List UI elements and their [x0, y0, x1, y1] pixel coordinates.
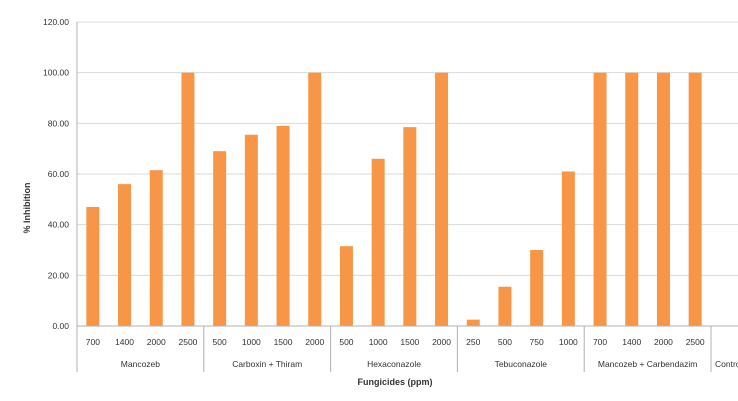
- bar: [593, 72, 607, 327]
- bar: [498, 286, 512, 326]
- x-tick-label: 750: [530, 337, 544, 347]
- x-group-label: Hexaconazole: [367, 359, 421, 369]
- x-group-label: Control: [715, 359, 738, 369]
- x-tick-label: 500: [498, 337, 512, 347]
- y-tick-label: 100.00: [43, 68, 69, 78]
- x-tick-label: 700: [86, 337, 100, 347]
- x-tick-label: 2000: [305, 337, 324, 347]
- x-group-label: Mancozeb: [121, 359, 160, 369]
- bar: [625, 72, 639, 327]
- x-tick-label: 1400: [622, 337, 641, 347]
- x-tick-label: 2000: [654, 337, 673, 347]
- y-tick-label: 120.00: [43, 17, 69, 27]
- y-tick-label: 20.00: [48, 270, 70, 280]
- x-tick-label: 1400: [115, 337, 134, 347]
- bar: [656, 72, 670, 327]
- bar: [86, 206, 100, 326]
- bar: [308, 72, 322, 327]
- bar: [466, 319, 480, 326]
- x-category-labels: 700 1400 2000 2500 500 1000 1500 2000 500 1000 150…: [86, 337, 705, 347]
- bar: [244, 134, 258, 326]
- x-group-label: Tebuconazole: [495, 359, 548, 369]
- y-tick-labels: 0.00 20.00 40.00 60.00 80.00 100.00 120.00: [43, 17, 69, 331]
- x-tick-label: 2000: [432, 337, 451, 347]
- x-group-labels: Mancozeb Carboxin + Thiram Hexaconazole Teb…: [121, 359, 738, 369]
- x-group-label: Mancozeb + Carbendazim: [598, 359, 697, 369]
- bar: [213, 151, 227, 326]
- bar: [339, 246, 353, 326]
- x-tick-label: 1000: [242, 337, 261, 347]
- bar: [530, 250, 544, 326]
- x-tick-label: 2500: [686, 337, 705, 347]
- x-tick-label: 1000: [559, 337, 578, 347]
- x-group-label: Carboxin + Thiram: [232, 359, 302, 369]
- bar: [561, 171, 575, 326]
- x-tick-label: 2500: [178, 337, 197, 347]
- bar: [181, 72, 195, 327]
- y-axis-label: % Inhibition: [22, 183, 32, 234]
- y-tick-label: 80.00: [48, 118, 70, 128]
- bar: [371, 158, 385, 326]
- bars: [86, 72, 702, 327]
- y-tick-label: 60.00: [48, 169, 70, 179]
- x-axis-label: Fungicides (ppm): [358, 377, 433, 387]
- x-tick-label: 700: [593, 337, 607, 347]
- axes: [76, 22, 738, 372]
- bar: [688, 72, 702, 327]
- bar: [403, 127, 417, 326]
- x-tick-label: 1500: [274, 337, 293, 347]
- x-tick-label: 2000: [147, 337, 166, 347]
- x-tick-label: 500: [213, 337, 227, 347]
- x-tick-label: 1500: [400, 337, 419, 347]
- bar: [276, 125, 290, 326]
- x-tick-label: 1000: [369, 337, 388, 347]
- x-tick-label: 250: [466, 337, 480, 347]
- x-tick-label: 500: [339, 337, 353, 347]
- bar: [118, 184, 132, 326]
- y-tick-label: 0.00: [52, 321, 69, 331]
- bar: [149, 170, 163, 326]
- bar: [435, 72, 449, 327]
- y-tick-label: 40.00: [48, 220, 70, 230]
